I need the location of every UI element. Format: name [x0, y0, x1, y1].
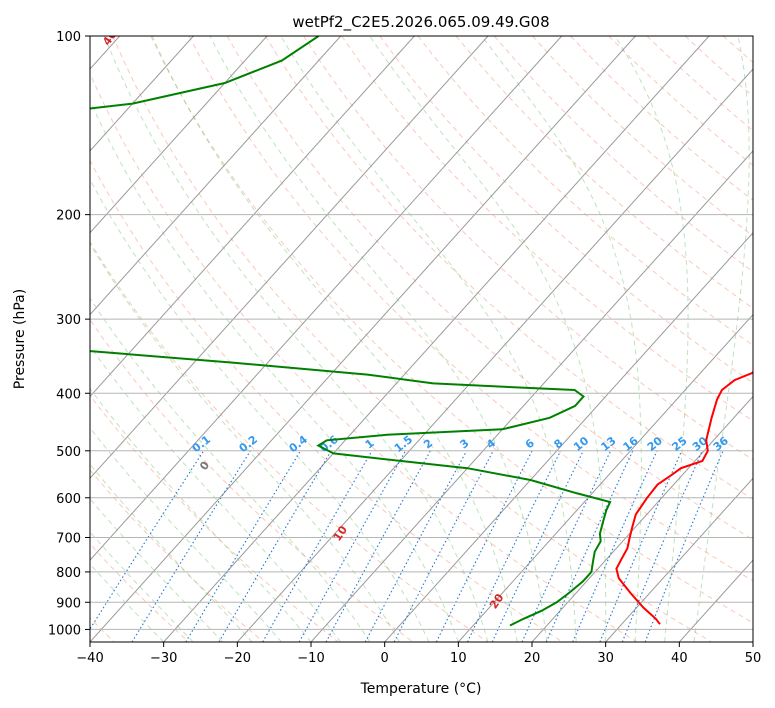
- isotherm-line: [236, 68, 753, 642]
- moist-adiabat: [280, 36, 577, 642]
- x-tick-label: 40: [671, 651, 688, 666]
- axes: −40 −30 −20 −10 0 10 20 30 40 50 100 200 300 400 500 60…: [48, 30, 761, 666]
- mixing-ratio-line: [364, 450, 468, 642]
- isotherm-line: [605, 477, 753, 642]
- moist-adiabat: [90, 498, 223, 642]
- isotherm-line: [90, 36, 563, 561]
- x-tick-label: 10: [450, 651, 467, 666]
- dry-adiabat: [455, 36, 753, 309]
- moist-adiabat: [90, 463, 253, 642]
- x-tick-label: −10: [297, 651, 324, 666]
- y-tick-label: 1000: [48, 623, 81, 638]
- mixing-ratio-line: [435, 450, 533, 642]
- y-tick-label: 200: [56, 209, 81, 224]
- dry-adiabat: [90, 240, 489, 642]
- mixing-ratio-line: [621, 450, 703, 642]
- moist-adiabat: [614, 36, 689, 642]
- isotherm-line: [531, 395, 753, 642]
- isotherm-line: [90, 36, 268, 234]
- moist-adiabat: [693, 36, 750, 642]
- x-tick-label: −20: [224, 651, 251, 666]
- isotherm-line: [90, 36, 415, 398]
- moist-adiabat: [151, 36, 518, 642]
- y-tick-label: 100: [56, 30, 81, 45]
- dewpoint-profile-line: [90, 36, 612, 627]
- x-axis-title: Temperature (°C): [360, 681, 482, 697]
- isotherm-line: [90, 36, 636, 642]
- dry-adiabat: [90, 159, 564, 642]
- mixing-ratio-line: [325, 450, 431, 642]
- dry-adiabat: [417, 36, 753, 346]
- dry-adiabat: [379, 36, 753, 384]
- isotherm-line: [90, 36, 194, 152]
- moist-adiabat: [90, 297, 371, 642]
- y-tick-label: 800: [56, 566, 81, 581]
- y-tick-label: 500: [56, 445, 81, 460]
- moist-adiabat: [481, 36, 642, 642]
- chart-title: wetPf2_C2E5.2026.065.09.49.G08: [292, 13, 549, 32]
- plot-area: 0.10.20.40.611.52346810131620253036-100-…: [90, 28, 753, 642]
- mixing-ratio-line: [185, 450, 301, 642]
- dry-adiabat: [341, 36, 753, 422]
- mixing-ratio-line: [599, 450, 683, 642]
- x-tick-label: 50: [745, 651, 762, 666]
- x-tick-label: 20: [524, 651, 541, 666]
- y-tick-label: 700: [56, 532, 81, 547]
- mixing-ratio-line: [90, 450, 205, 630]
- mixing-ratio-line: [298, 450, 407, 642]
- mixing-ratio-line: [467, 450, 562, 642]
- moist-adiabat: [209, 36, 548, 642]
- mixing-ratio-line: [572, 450, 658, 642]
- dry-adiabat: [188, 36, 753, 582]
- temperature-profile-line: [615, 370, 753, 625]
- y-tick-label: 300: [56, 313, 81, 328]
- dry-adiabat-label: 40: [100, 28, 120, 48]
- moist-adiabat: [90, 563, 165, 642]
- x-tick-label: 30: [597, 651, 614, 666]
- plot-frame: [89, 35, 754, 643]
- pressure-gridlines: [90, 36, 753, 630]
- y-tick-label: 400: [56, 387, 81, 402]
- isotherms: [90, 36, 753, 642]
- dry-adiabat: [264, 36, 753, 500]
- moist-adiabat: [90, 99, 459, 642]
- isotherm-line: [163, 36, 710, 642]
- isotherm-line: [457, 313, 753, 642]
- moist-adiabat: [90, 531, 194, 642]
- x-tick-label: 0: [381, 651, 389, 666]
- isotherm-line: [90, 36, 489, 480]
- moist-adiabat: [90, 178, 430, 642]
- y-axis-title: Pressure (hPa): [12, 289, 28, 389]
- y-tick-label: 900: [56, 596, 81, 611]
- isotherm-line: [310, 150, 753, 642]
- dry-adiabat: [303, 36, 753, 461]
- dry-adiabat: [226, 36, 753, 541]
- y-tick-label: 600: [56, 492, 81, 507]
- moist-adiabat: [90, 242, 400, 642]
- isotherm-line: [90, 36, 342, 316]
- x-tick-label: −40: [76, 651, 103, 666]
- isotherm-line: [384, 231, 753, 642]
- moist-adiabat: [369, 36, 607, 642]
- x-tick-label: −30: [150, 651, 177, 666]
